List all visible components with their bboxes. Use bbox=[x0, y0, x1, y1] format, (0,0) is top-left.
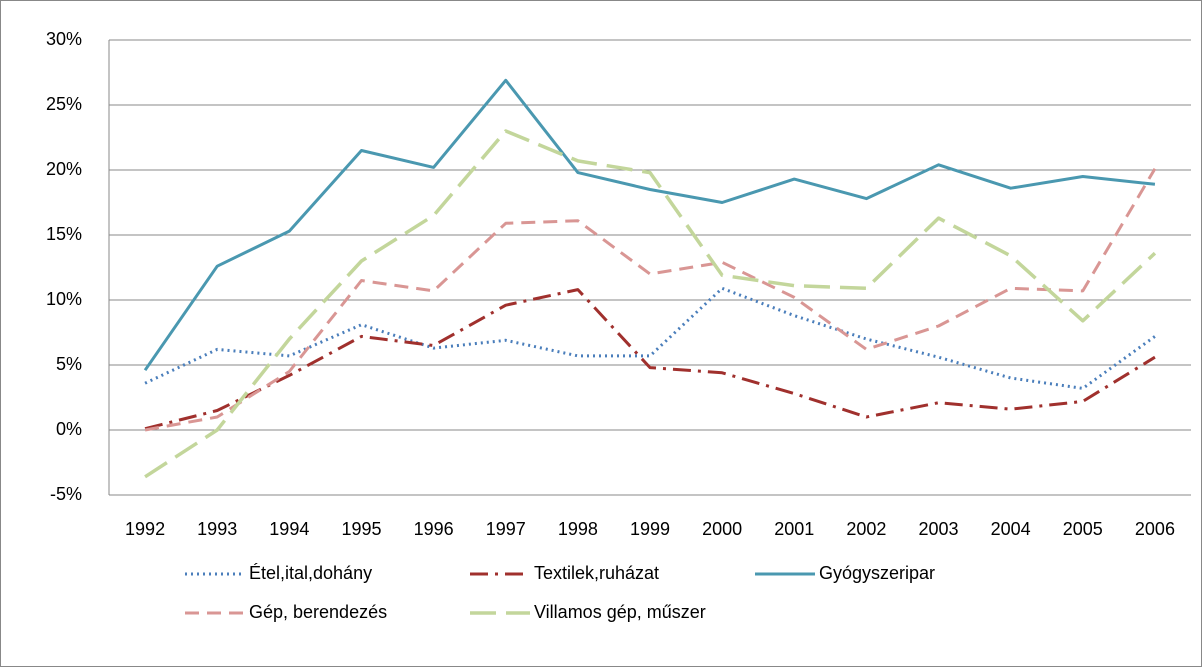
y-tick-label: -5% bbox=[50, 484, 82, 504]
x-tick-label: 1995 bbox=[341, 519, 381, 539]
legend-label: Textilek,ruházat bbox=[534, 563, 659, 583]
y-tick-label: 20% bbox=[46, 159, 82, 179]
x-tick-label: 1996 bbox=[414, 519, 454, 539]
y-tick-label: 25% bbox=[46, 94, 82, 114]
x-tick-label: 1992 bbox=[125, 519, 165, 539]
series-line bbox=[144, 288, 1156, 431]
legend-label: Gép, berendezés bbox=[249, 602, 387, 622]
x-tick-label: 2006 bbox=[1135, 519, 1175, 539]
x-tick-label: 1998 bbox=[558, 519, 598, 539]
x-tick-label: 1997 bbox=[486, 519, 526, 539]
x-tick-label: 2003 bbox=[919, 519, 959, 539]
y-tick-label: 5% bbox=[56, 354, 82, 374]
x-tick-label: 2002 bbox=[846, 519, 886, 539]
x-tick-label: 1993 bbox=[197, 519, 237, 539]
x-tick-label: 2005 bbox=[1063, 519, 1103, 539]
y-tick-label: 10% bbox=[46, 289, 82, 309]
y-tick-label: 15% bbox=[46, 224, 82, 244]
x-tick-label: 2000 bbox=[702, 519, 742, 539]
legend-label: Étel,ital,dohány bbox=[249, 563, 372, 583]
series-line bbox=[144, 167, 1157, 432]
series-line bbox=[144, 286, 1156, 390]
y-tick-label: 0% bbox=[56, 419, 82, 439]
series-line bbox=[144, 129, 1157, 479]
legend-label: Villamos gép, műszer bbox=[534, 602, 706, 622]
x-tick-label: 1994 bbox=[269, 519, 309, 539]
x-tick-label: 1999 bbox=[630, 519, 670, 539]
y-tick-label: 30% bbox=[46, 29, 82, 49]
x-tick-label: 2001 bbox=[774, 519, 814, 539]
series-line bbox=[143, 78, 1156, 372]
x-tick-label: 2004 bbox=[991, 519, 1031, 539]
legend-label: Gyógyszeripar bbox=[819, 563, 935, 583]
